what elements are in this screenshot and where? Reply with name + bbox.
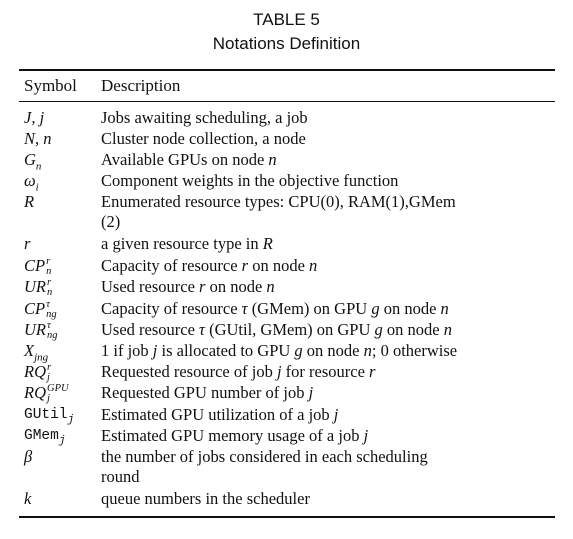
symbol-cell: CP τ ng: [24, 299, 57, 321]
symbol-cell: k: [24, 489, 32, 508]
top-rule: [19, 69, 555, 71]
symbol-cell: r: [24, 234, 31, 253]
header-description: Description: [101, 76, 181, 95]
symbol-cell: Gn: [24, 150, 42, 173]
description-cell: the number of jobs considered in each sc…: [101, 447, 428, 486]
description-cell: Requested resource of job j for resource…: [101, 362, 376, 381]
symbol-cell: J, j: [24, 108, 45, 127]
symbol-cell: RQ r j: [24, 362, 52, 384]
description-cell: Used resource τ (GUtil, GMem) on GPU g o…: [101, 320, 452, 339]
table-number: TABLE 5: [253, 10, 320, 29]
header-rule: [19, 101, 555, 102]
description-cell: Available GPUs on node n: [101, 150, 277, 169]
symbol-cell: RQ GPU j: [24, 383, 69, 405]
symbol-cell: ωi: [24, 171, 39, 194]
description-cell: Capacity of resource τ (GMem) on GPU g o…: [101, 299, 449, 318]
description-cell: Used resource r on node n: [101, 277, 275, 296]
description-cell: Capacity of resource r on node n: [101, 256, 318, 275]
symbol-cell: R: [24, 192, 35, 211]
description-cell: Estimated GPU utilization of a job j: [101, 405, 339, 424]
description-cell: a given resource type in R: [101, 234, 273, 253]
symbol-cell: UR τ ng: [24, 320, 58, 342]
symbol-cell: Xjng: [24, 341, 49, 364]
bottom-rule: [19, 516, 555, 518]
symbol-cell: N, n: [24, 129, 52, 148]
symbol-cell: GUtilj: [24, 407, 75, 426]
symbol-cell: UR r n: [24, 277, 53, 299]
symbol-cell: CP r n: [24, 256, 52, 278]
description-cell: Cluster node collection, a node: [101, 129, 306, 148]
symbol-cell: GMemj: [24, 428, 66, 447]
table-title: Notations Definition: [212, 34, 361, 53]
description-cell: Enumerated resource types: CPU(0), RAM(1…: [101, 192, 456, 231]
description-cell: 1 if job j is allocated to GPU g on node…: [101, 341, 458, 360]
description-cell: Component weights in the objective funct…: [101, 171, 399, 190]
description-cell: Estimated GPU memory usage of a job j: [101, 426, 369, 445]
symbol-cell: β: [24, 447, 33, 466]
description-cell: queue numbers in the scheduler: [101, 489, 310, 508]
description-cell: Jobs awaiting scheduling, a job: [101, 108, 308, 127]
header-symbol: Symbol: [24, 76, 77, 95]
description-cell: Requested GPU number of job j: [101, 383, 314, 402]
